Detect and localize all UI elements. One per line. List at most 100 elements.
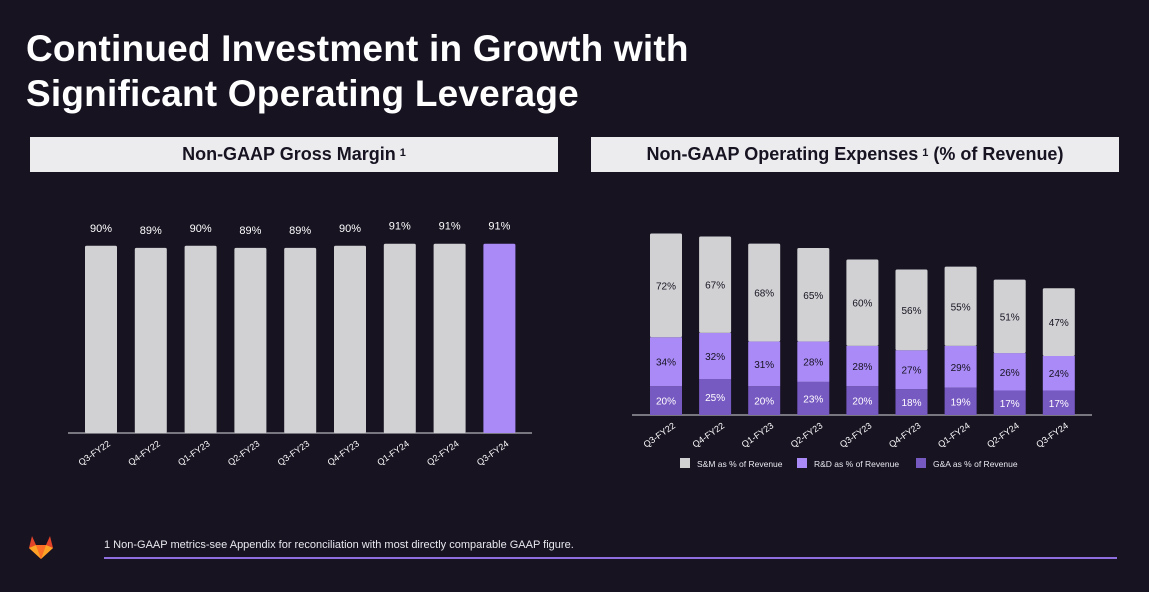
data-label: 65% [803,291,823,302]
x-tick-label: Q3-FY23 [838,420,874,449]
legend-swatch [797,458,807,468]
footnote-marker: 1 [922,146,929,159]
legend-label: S&M as % of Revenue [697,459,783,469]
stacked-bar-segment [993,390,1026,415]
stacked-bar-segment [944,345,977,388]
stacked-bar-segment [1042,288,1075,356]
gitlab-logo [29,536,53,559]
stacked-bar-segment [993,279,1026,354]
legend-label: R&D as % of Revenue [814,459,899,469]
gross-margin-title: Non-GAAP Gross Margin [182,144,396,164]
data-label: 56% [901,306,921,317]
stacked-bar-segment [699,379,732,415]
data-label: 90% [339,223,361,235]
x-tick-label: Q3-FY22 [641,420,677,449]
data-label: 89% [140,225,162,237]
stacked-bar-segment [797,341,830,382]
stacked-bar-segment [1042,355,1075,391]
x-tick-label: Q3-FY24 [475,438,511,467]
bar [184,245,217,433]
x-tick-label: Q4-FY22 [691,420,727,449]
data-label: 34% [656,358,676,369]
data-label: 51% [1000,312,1020,323]
data-label: 27% [901,366,921,377]
data-label: 28% [803,358,823,369]
stacked-bar-segment [944,266,977,346]
data-label: 89% [289,225,311,237]
data-label: 25% [705,393,725,404]
footnote: 1 Non-GAAP metrics-see Appendix for reco… [104,539,574,551]
x-tick-label: Q4-FY23 [887,420,923,449]
opex-title-suffix: (% of Revenue) [933,144,1064,164]
data-label: 17% [1049,399,1069,410]
data-label: 31% [754,360,774,371]
page-title: Continued Investment in Growth with Sign… [26,26,689,116]
x-tick-label: Q3-FY24 [1034,420,1070,449]
data-label: 90% [190,223,212,235]
x-tick-label: Q1-FY23 [176,438,212,467]
stacked-bar-segment [650,337,682,387]
stacked-bar-segment [846,345,879,387]
bar [483,243,516,433]
stacked-bar-segment [895,350,928,390]
stacked-bar-segment [797,247,830,342]
data-label: 20% [656,397,676,408]
data-label: 28% [852,362,872,373]
stacked-bar-segment [1042,390,1075,415]
stacked-bar-segment [650,386,682,415]
data-label: 29% [951,363,971,374]
stacked-bar-segment [895,389,928,415]
x-tick-label: Q1-FY24 [936,420,972,449]
x-tick-label: Q2-FY24 [985,420,1021,449]
data-label: 23% [803,394,823,405]
bar [433,243,466,433]
x-tick-label: Q4-FY22 [126,438,162,467]
bar [284,247,317,433]
stacked-bar-segment [748,243,781,342]
data-label: 18% [901,398,921,409]
data-label: 32% [705,352,725,363]
footer-divider [104,557,1117,559]
data-label: 67% [705,281,725,292]
data-label: 91% [439,221,461,233]
data-label: 68% [754,289,774,300]
title-line-2: Significant Operating Leverage [26,73,579,114]
data-label: 91% [488,221,510,233]
gross-margin-header: Non-GAAP Gross Margin 1 [30,137,558,172]
opex-title: Non-GAAP Operating Expenses [646,144,919,164]
footnote-marker: 1 [399,146,406,159]
stacked-bar-segment [993,353,1026,391]
bar [334,245,366,433]
bar [234,247,267,433]
legend-swatch [680,458,690,468]
stacked-bar-segment [846,259,879,346]
stacked-bar-segment [748,386,781,415]
data-label: 60% [852,299,872,310]
bar [85,245,117,433]
stacked-bar-segment [944,387,977,415]
bar [383,243,416,433]
x-tick-label: Q2-FY23 [789,420,825,449]
stacked-bar-segment [846,386,879,415]
data-label: 17% [1000,399,1020,410]
data-label: 89% [239,225,261,237]
title-line-1: Continued Investment in Growth with [26,28,689,69]
bar [134,247,167,433]
x-tick-label: Q4-FY23 [325,438,361,467]
data-label: 26% [1000,368,1020,379]
stacked-bar-segment [699,332,732,379]
data-label: 91% [389,221,411,233]
legend-swatch [916,458,926,468]
stacked-bar-segment [748,341,781,387]
stacked-bar-segment [895,269,928,351]
stacked-bar-segment [650,233,682,338]
x-tick-label: Q3-FY22 [76,438,112,467]
data-label: 20% [754,397,774,408]
data-label: 90% [90,223,112,235]
data-label: 24% [1049,369,1069,380]
data-label: 72% [656,281,676,292]
data-label: 55% [951,302,971,313]
x-tick-label: Q1-FY23 [740,420,776,449]
x-tick-label: Q1-FY24 [375,438,411,467]
